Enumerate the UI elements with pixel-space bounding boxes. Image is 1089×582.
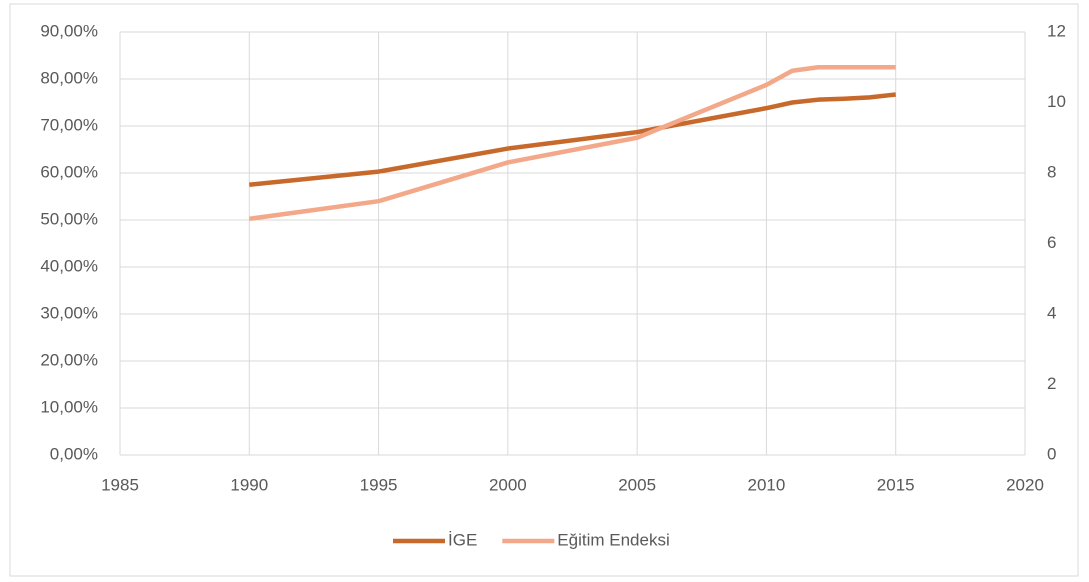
legend-label: Eğitim Endeksi (557, 530, 669, 549)
x-tick-label: 1995 (360, 475, 398, 494)
y-tick-label: 50,00% (40, 209, 98, 228)
line (249, 92, 896, 187)
y2-tick-label: 12 (1047, 21, 1066, 40)
y-tick-label: 40,00% (40, 256, 98, 275)
x-tick-label: 2005 (618, 475, 656, 494)
x-tick-label: 2000 (489, 475, 527, 494)
y2-tick-label: 0 (1047, 444, 1056, 463)
x-tick-label: 2015 (877, 475, 915, 494)
line (248, 65, 896, 222)
y-tick-label: 70,00% (40, 115, 98, 134)
y2-tick-label: 4 (1047, 303, 1056, 322)
y2-tick-label: 10 (1047, 92, 1066, 111)
y-tick-label: 10,00% (40, 397, 98, 416)
x-tick-label: 2020 (1006, 475, 1044, 494)
y-tick-label: 90,00% (40, 21, 98, 40)
y-tick-label: 20,00% (40, 350, 98, 369)
y2-tick-label: 2 (1047, 374, 1056, 393)
x-tick-label: 2010 (748, 475, 786, 494)
chart-border (9, 3, 1079, 577)
x-tick-label: 1990 (230, 475, 268, 494)
y-tick-label: 0,00% (50, 444, 98, 463)
y-tick-label: 60,00% (40, 162, 98, 181)
y2-tick-label: 6 (1047, 233, 1056, 252)
legend-label: İGE (448, 530, 477, 549)
y-tick-label: 30,00% (40, 303, 98, 322)
y-tick-label: 80,00% (40, 68, 98, 87)
x-tick-label: 1985 (101, 475, 139, 494)
y2-tick-label: 8 (1047, 162, 1056, 181)
